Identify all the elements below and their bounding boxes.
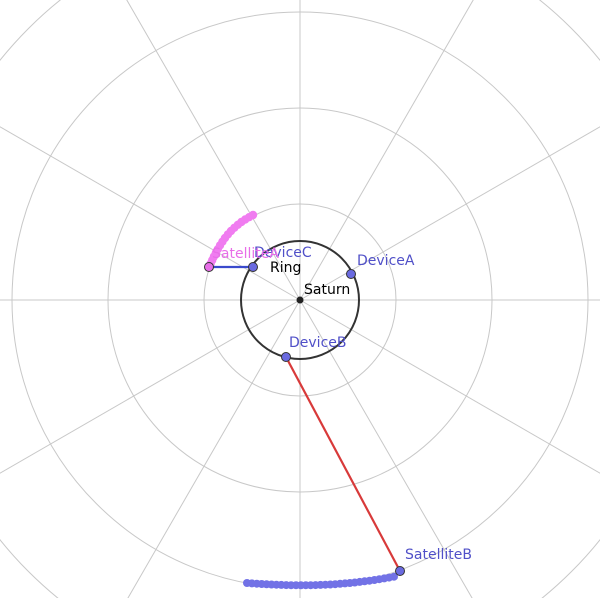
device-c-dot[interactable] xyxy=(248,262,258,272)
satellite-b-trail xyxy=(243,572,398,590)
grid-spoke xyxy=(299,126,600,301)
device-b-label: DeviceB xyxy=(289,335,346,351)
satellite-b-trail-dot xyxy=(390,572,398,581)
planet-label: Saturn xyxy=(304,282,350,298)
grid-spoke xyxy=(0,126,301,301)
ring-orbit xyxy=(240,240,360,360)
satellite-a-dot[interactable] xyxy=(204,262,214,272)
grid-spoke xyxy=(0,299,301,474)
satellite-b-dot[interactable] xyxy=(395,566,405,576)
device-a-label: DeviceA xyxy=(357,253,415,269)
device-a-dot[interactable] xyxy=(346,269,356,279)
grid-spoke xyxy=(127,299,301,598)
grid-spoke xyxy=(299,0,474,301)
satellite-b-label: SatelliteB xyxy=(405,547,472,563)
device-c-label: DeviceC xyxy=(254,245,312,261)
device-b-dot[interactable] xyxy=(281,352,291,362)
planet-saturn xyxy=(296,296,304,304)
satellite-a-trail xyxy=(204,210,258,272)
link-line-satellite-b xyxy=(285,356,401,572)
grid-spoke xyxy=(299,299,473,598)
grid-spoke xyxy=(126,0,301,301)
grid-spoke xyxy=(299,299,600,474)
ring-label: Ring xyxy=(270,260,301,276)
satellite-a-label: SatelliteA xyxy=(212,246,279,262)
